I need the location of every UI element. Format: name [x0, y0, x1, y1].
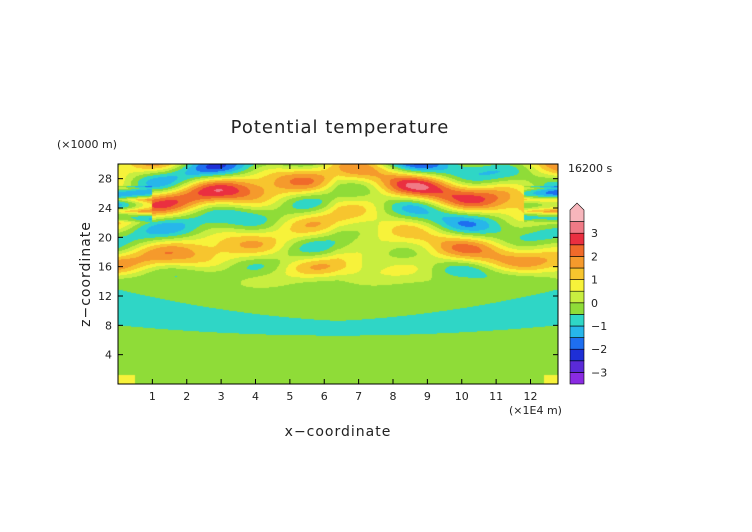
colorbar-level [569, 279, 585, 292]
x-tick-label: 2 [183, 390, 190, 403]
colorbar-tick-label: 1 [591, 274, 598, 287]
colorbar-level [569, 290, 585, 304]
colorbar-tick-label: −1 [591, 320, 607, 333]
plot-area [117, 163, 559, 385]
y-axis-label: z−coordinate [78, 221, 94, 327]
y-tick-label: 20 [98, 231, 112, 244]
y-tick-label: 4 [105, 349, 112, 362]
x-tick-label: 11 [489, 390, 503, 403]
x-ticks: 1 2 3 4 5 6 7 8 9 10 11 12 [149, 164, 538, 403]
x-tick-label: 3 [218, 390, 225, 403]
colorbar-level [569, 232, 585, 246]
x-tick-label: 1 [149, 390, 156, 403]
colorbar-level [569, 244, 585, 257]
colorbar-level [569, 267, 585, 280]
x-axis-label: x−coordinate [285, 424, 392, 440]
potential-temperature-field [118, 164, 558, 384]
x-tick-label: 9 [424, 390, 431, 403]
colorbar-tick-label: 0 [591, 297, 598, 310]
y-tick-label: 16 [98, 261, 112, 274]
y-tick-label: 12 [98, 290, 112, 303]
chart-title: Potential temperature [231, 117, 450, 138]
colorbar-level [569, 348, 585, 362]
y-tick-label: 28 [98, 173, 112, 186]
plot-frame [117, 163, 559, 385]
colorbar-level [569, 256, 585, 269]
colorbar-tick-label: 2 [591, 250, 598, 263]
x-tick-label: 5 [286, 390, 293, 403]
colorbar-tick-label: 3 [591, 227, 598, 240]
x-unit-label: (×1E4 m) [509, 404, 562, 417]
colorbar-level [569, 202, 585, 222]
colorbar: 3 2 1 0 −1 −2 −3 [569, 202, 607, 385]
x-tick-label: 8 [390, 390, 397, 403]
colorbar-level [569, 337, 585, 350]
y-unit-label: (×1000 m) [57, 138, 117, 151]
x-tick-label: 6 [321, 390, 328, 403]
y-tick-label: 24 [98, 202, 112, 215]
colorbar-level [569, 372, 585, 385]
colorbar-tick-label: −2 [591, 343, 607, 356]
time-label: 16200 s [568, 162, 612, 175]
x-tick-label: 10 [455, 390, 469, 403]
colorbar-level [569, 325, 585, 338]
y-tick-label: 8 [105, 319, 112, 332]
y-ticks: 4 8 12 16 20 24 28 [98, 173, 558, 362]
colorbar-level [569, 360, 585, 373]
x-tick-label: 12 [524, 390, 538, 403]
colorbar-level [569, 221, 585, 234]
colorbar-level [569, 302, 585, 315]
x-tick-label: 4 [252, 390, 259, 403]
colorbar-level [569, 314, 585, 327]
colorbar-tick-label: −3 [591, 366, 607, 379]
x-tick-label: 7 [355, 390, 362, 403]
